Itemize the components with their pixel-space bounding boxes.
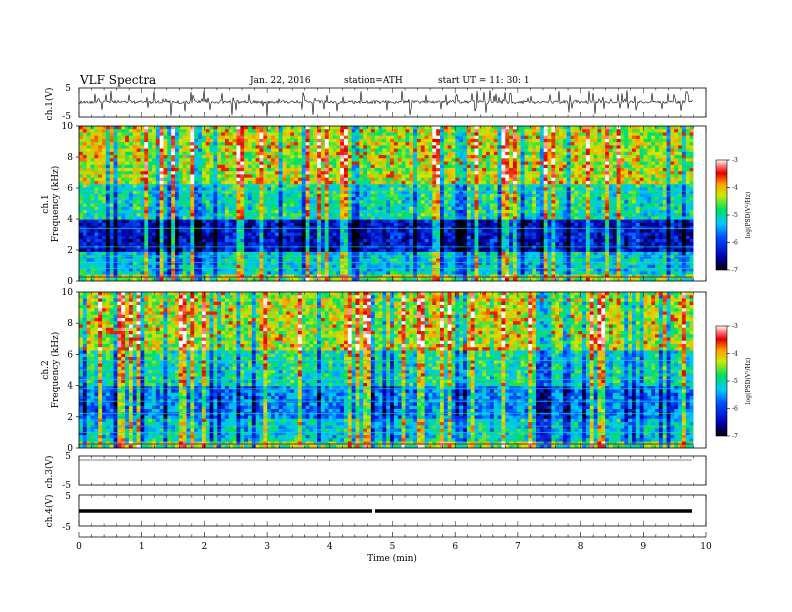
- colorbar-tick-label: -3: [732, 157, 738, 164]
- spec-ytick-label: 10: [62, 288, 74, 298]
- ch1-spectrogram-panel: 0 2 4 6 8 10 ch.1 Frequency (kHz): [41, 122, 707, 287]
- ch1-waveform-panel: 5 -5 ch.1(V): [44, 84, 707, 122]
- time-tick-label: 6: [452, 542, 458, 552]
- time-tick-label: 7: [515, 542, 521, 552]
- time-tick-label: 1: [139, 542, 145, 552]
- time-tick-label: 0: [76, 542, 82, 552]
- date-label: Jan. 22, 2016: [249, 76, 311, 86]
- spec-ytick-label: 0: [67, 277, 73, 287]
- time-axis: 0 1 2 3 4 5 6 7 8 9 10: [76, 88, 712, 552]
- colorbar-tick-label: -7: [732, 433, 738, 440]
- spec-ytick-label: 8: [67, 319, 73, 329]
- ch2-spectrogram-image: [79, 292, 706, 448]
- ch2-colorbar-ticks: -3 -4 -5 -6 -7: [727, 323, 738, 440]
- ch2-colorbar: -3 -4 -5 -6 -7 log(PSD(V²/Hz): [715, 323, 752, 440]
- colorbar-tick-label: -6: [732, 406, 738, 413]
- spec-ytick-label: 6: [67, 184, 73, 194]
- ch4-waveform-panel: 5 -5 ch.4(V): [44, 492, 707, 533]
- ch1-spectrogram-yticks: 0 2 4 6 8 10: [62, 122, 79, 287]
- colorbar-tick-label: -4: [732, 185, 738, 192]
- spec-ytick-label: 2: [67, 246, 73, 256]
- spec-ytick-label: 10: [62, 122, 74, 132]
- spec-ytick-label: 6: [67, 350, 73, 360]
- ch3-waveform-panel: 5 -5 ch.3(V): [44, 452, 707, 491]
- ch1-spectrogram-image: [79, 126, 706, 281]
- colorbar-tick-label: -5: [732, 378, 738, 385]
- ch4-wave-ylabel: ch.4(V): [44, 495, 55, 528]
- colorbar-tick-label: -4: [732, 351, 738, 358]
- ch1-colorbar: -3 -4 -5 -6 -7 log(PSD(V²/Hz): [715, 157, 752, 274]
- ch3-wave-ytick-top: 5: [65, 452, 71, 462]
- spec-ytick-label: 0: [67, 444, 73, 454]
- time-axis-label: Time (min): [367, 553, 417, 564]
- time-tick-label: 2: [202, 542, 208, 552]
- ch4-wave-ytick-bottom: -5: [62, 523, 71, 533]
- colorbar-tick-label: -3: [732, 323, 738, 330]
- spec-ytick-label: 2: [67, 413, 73, 423]
- time-tick-label: 9: [640, 542, 646, 552]
- ch2-spectrogram-panel: 0 2 4 6 8 10 ch.2 Frequency (kHz): [41, 288, 707, 454]
- ch1-wave-ylabel: ch.1(V): [44, 88, 55, 121]
- ch2-colorbar-gradient: [715, 325, 728, 437]
- ch4-wave-ytick-top: 5: [65, 492, 71, 502]
- spec-ytick-label: 8: [67, 153, 73, 163]
- ch1-spec-ylabel: Frequency (kHz): [50, 166, 61, 243]
- ch2-spec-channel-label: ch.2: [41, 360, 51, 379]
- colorbar-tick-label: -5: [732, 212, 738, 219]
- start-time-label: start UT = 11: 30: 1: [438, 76, 530, 86]
- ch1-colorbar-label: log(PSD(V²/Hz): [745, 192, 752, 239]
- ch1-spec-channel-label: ch.1: [41, 194, 51, 213]
- colorbar-tick-label: -7: [732, 267, 738, 274]
- ch2-colorbar-label: log(PSD(V²/Hz): [745, 358, 752, 405]
- time-tick-label: 5: [390, 542, 396, 552]
- ch1-wave-ytick-bottom: -5: [62, 112, 71, 122]
- time-tick-label: 10: [700, 542, 712, 552]
- ch2-spec-ylabel: Frequency (kHz): [50, 332, 61, 409]
- ch1-waveform-trace: [78, 90, 694, 116]
- ch1-wave-ytick-top: 5: [65, 84, 71, 94]
- time-tick-label: 3: [264, 542, 270, 552]
- time-tick-label: 8: [578, 542, 584, 552]
- ch3-wave-ylabel: ch.3(V): [44, 456, 55, 489]
- ch1-colorbar-ticks: -3 -4 -5 -6 -7: [727, 157, 738, 274]
- station-label: station=ATH: [344, 76, 403, 86]
- ch1-colorbar-gradient: [715, 159, 728, 271]
- ch3-wave-ytick-bottom: -5: [62, 481, 71, 491]
- colorbar-tick-label: -6: [732, 240, 738, 247]
- ch2-spectrogram-yticks: 0 2 4 6 8 10: [62, 288, 79, 454]
- spec-ytick-label: 4: [67, 382, 73, 392]
- figure-title: VLF Spectra: [79, 73, 156, 87]
- spec-ytick-label: 4: [67, 215, 73, 225]
- time-tick-label: 4: [327, 542, 333, 552]
